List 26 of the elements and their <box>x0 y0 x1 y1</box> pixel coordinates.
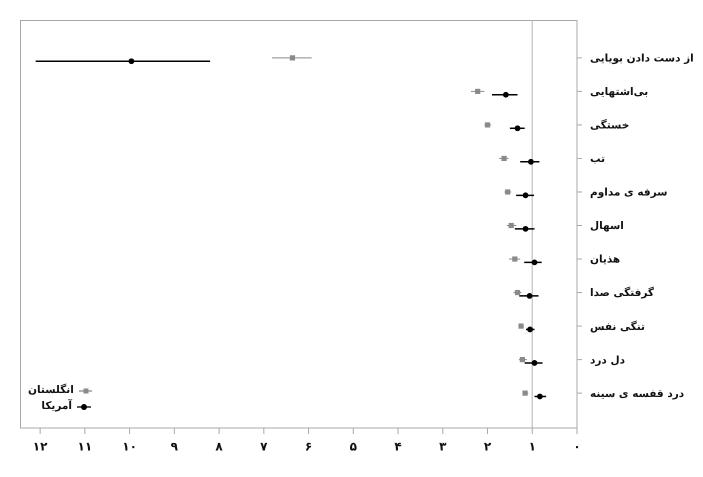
x-tick-label: ۵ <box>350 440 357 454</box>
y-tick-label: درد قفسه ی سینه <box>590 388 685 400</box>
x-tick-label: ۳ <box>439 440 448 454</box>
x-tick-label: ۰ <box>573 440 581 454</box>
y-tick-label: گرفتگی صدا <box>590 286 655 300</box>
y-tick-label: دل درد <box>590 354 626 366</box>
x-tick-label: ۱ <box>528 440 536 454</box>
legend-label: انگلستان <box>28 384 74 397</box>
y-tick-label: از دست دادن بویایی <box>590 52 694 65</box>
x-tick-label: ۱۲ <box>32 440 48 454</box>
x-tick-label: ۱۰ <box>122 440 137 454</box>
x-tick-label: ۷ <box>260 440 268 454</box>
y-tick-label: بی‌اشتهایی <box>590 86 648 98</box>
x-tick-label: ۴ <box>394 440 402 454</box>
x-tick-label: ۲ <box>484 440 492 454</box>
y-tick-label: خستگی <box>590 118 630 132</box>
legend-label: آمریکا <box>41 400 72 413</box>
x-tick-label: ۸ <box>215 440 224 454</box>
y-tick-label: اسهال <box>590 220 624 232</box>
y-tick-label: هذیان <box>590 254 620 266</box>
x-tick-label: ۶ <box>304 440 312 454</box>
x-tick-label: ۹ <box>170 440 179 454</box>
y-tick-label: تب <box>590 153 606 166</box>
y-tick-label: سرفه ی مداوم <box>590 186 668 199</box>
y-tick-label: تنگی نفس <box>590 320 646 333</box>
x-tick-label: ۱۱ <box>78 440 92 454</box>
